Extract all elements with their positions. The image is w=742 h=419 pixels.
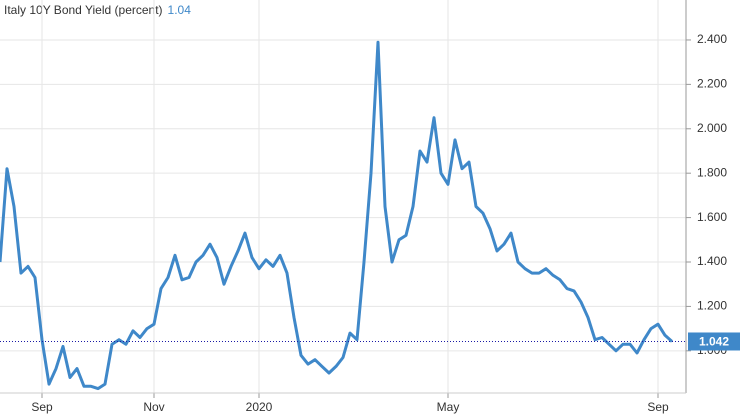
y-tick-label: 1.400 [697, 254, 727, 268]
x-tick-label: Nov [143, 400, 164, 414]
last-value-box [688, 332, 740, 351]
chart-title: Italy 10Y Bond Yield (percent) 1.04 [4, 3, 191, 17]
x-tick-label: 2020 [246, 400, 273, 414]
x-tick-label: Sep [31, 400, 53, 414]
y-tick-label: 1.800 [697, 165, 727, 179]
title-text: Italy 10Y Bond Yield (percent) [4, 3, 163, 17]
line-series [0, 40, 673, 391]
y-tick-label: 1.600 [697, 210, 727, 224]
x-tick-label: May [437, 400, 460, 414]
last-value-label: 1.042 [699, 335, 729, 349]
title-value: 1.04 [168, 3, 192, 17]
y-tick-label: 2.400 [697, 32, 727, 46]
x-tick-label: Sep [647, 400, 669, 414]
y-tick-label: 2.200 [697, 77, 727, 91]
y-tick-label: 1.200 [697, 299, 727, 313]
y-tick-label: 2.000 [697, 121, 727, 135]
